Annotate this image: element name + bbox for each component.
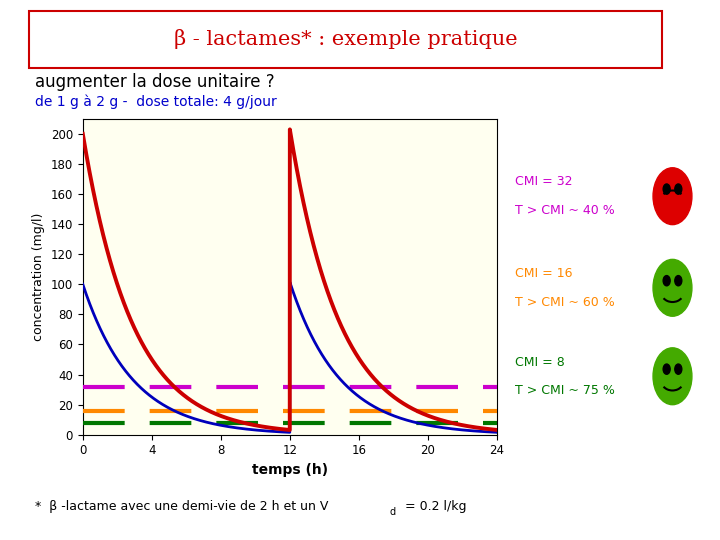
Circle shape <box>653 259 692 316</box>
Text: augmenter la dose unitaire ?: augmenter la dose unitaire ? <box>35 73 275 91</box>
Text: T > CMI ~ 75 %: T > CMI ~ 75 % <box>515 384 615 397</box>
Y-axis label: concentration (mg/l): concentration (mg/l) <box>32 213 45 341</box>
Text: β - lactames* : exemple pratique: β - lactames* : exemple pratique <box>174 29 518 49</box>
Text: CMI = 32: CMI = 32 <box>515 176 572 188</box>
FancyBboxPatch shape <box>29 11 662 68</box>
Text: CMI = 8: CMI = 8 <box>515 355 564 368</box>
Circle shape <box>675 275 682 286</box>
Circle shape <box>675 364 682 374</box>
Text: CMI = 16: CMI = 16 <box>515 267 572 280</box>
Circle shape <box>663 275 670 286</box>
Text: de 1 g à 2 g -  dose totale: 4 g/jour: de 1 g à 2 g - dose totale: 4 g/jour <box>35 94 277 109</box>
Circle shape <box>675 184 682 194</box>
Text: = 0.2 l/kg: = 0.2 l/kg <box>401 501 467 514</box>
Text: T > CMI ~ 40 %: T > CMI ~ 40 % <box>515 204 615 217</box>
Text: T > CMI ~ 60 %: T > CMI ~ 60 % <box>515 295 615 308</box>
Circle shape <box>663 184 670 194</box>
X-axis label: temps (h): temps (h) <box>252 463 328 477</box>
Text: *  β -lactame avec une demi-vie de 2 h et un V: * β -lactame avec une demi-vie de 2 h et… <box>35 501 329 514</box>
Circle shape <box>653 168 692 225</box>
Circle shape <box>653 348 692 404</box>
Circle shape <box>663 364 670 374</box>
Text: d: d <box>390 507 396 517</box>
